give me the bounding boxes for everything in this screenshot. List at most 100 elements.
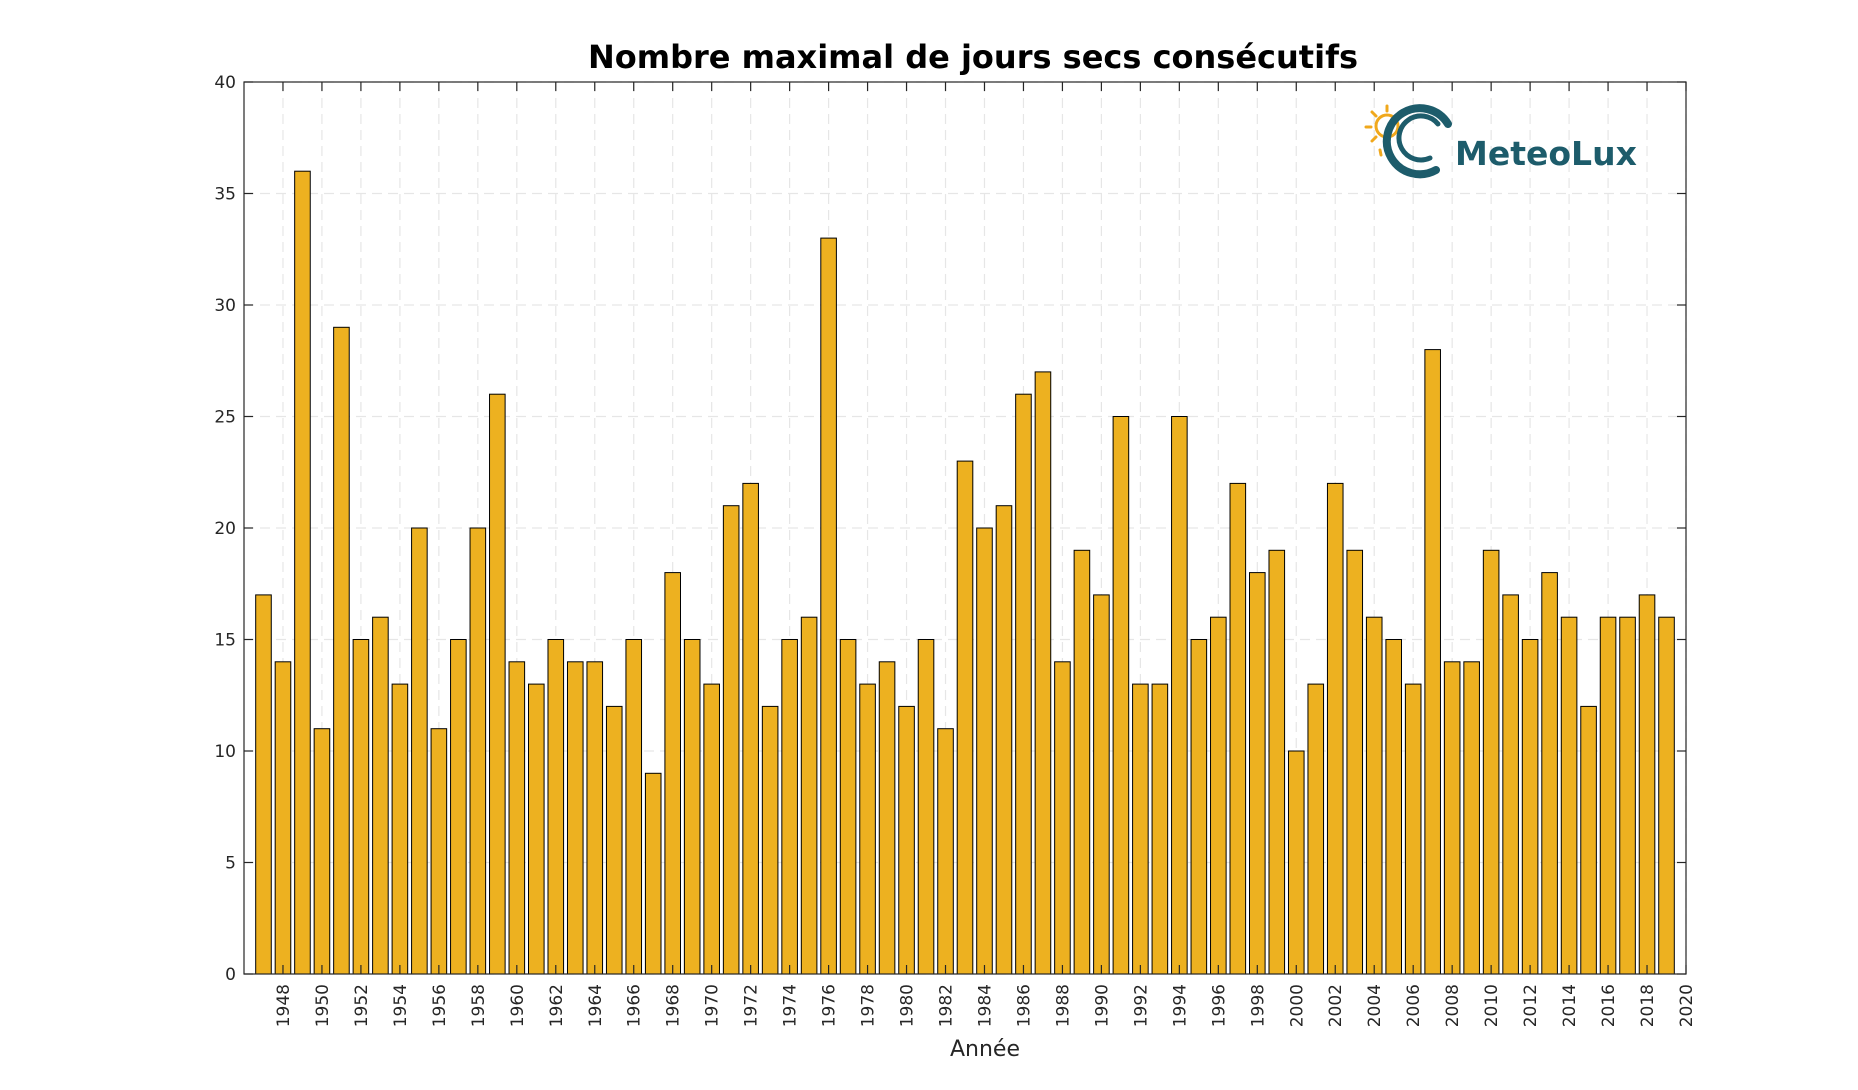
y-tick-label: 25 bbox=[214, 408, 236, 428]
bar-1990 bbox=[1093, 594, 1110, 975]
bar-1951 bbox=[333, 326, 350, 975]
bar-1973 bbox=[761, 705, 779, 975]
x-tick-label: 1948 bbox=[274, 984, 294, 1027]
x-tick-label: 2018 bbox=[1638, 984, 1658, 1027]
bar-1955 bbox=[411, 527, 428, 975]
bar-1948 bbox=[274, 661, 292, 975]
bars bbox=[255, 170, 1675, 975]
bar-1954 bbox=[391, 683, 409, 975]
x-tick-label: 1952 bbox=[352, 984, 372, 1027]
bar-1975 bbox=[800, 616, 818, 975]
bar-1960 bbox=[508, 661, 526, 975]
x-tick-label: 1994 bbox=[1170, 984, 1190, 1027]
bar-1952 bbox=[352, 639, 370, 975]
x-tick-label: 2012 bbox=[1521, 984, 1541, 1027]
x-tick-label: 2008 bbox=[1443, 984, 1463, 1027]
bar-1981 bbox=[917, 639, 935, 975]
bar-1980 bbox=[898, 705, 915, 975]
bar-1959 bbox=[489, 393, 506, 975]
bar-2018 bbox=[1638, 594, 1656, 975]
bar-1965 bbox=[605, 705, 623, 975]
x-tick-label: 1954 bbox=[391, 984, 411, 1027]
x-tick-label: 1992 bbox=[1131, 984, 1151, 1027]
bar-1999 bbox=[1268, 549, 1286, 975]
x-tick-label: 1996 bbox=[1209, 984, 1229, 1027]
bar-2019 bbox=[1658, 616, 1675, 975]
x-tick-label: 2004 bbox=[1365, 984, 1385, 1027]
x-tick-label: 2002 bbox=[1326, 984, 1346, 1027]
y-tick-label: 0 bbox=[225, 965, 236, 985]
bar-2014 bbox=[1560, 616, 1578, 975]
bar-2011 bbox=[1502, 594, 1519, 975]
x-tick-label: 1964 bbox=[586, 984, 606, 1027]
bar-1997 bbox=[1229, 482, 1247, 975]
bar-1977 bbox=[839, 639, 857, 975]
bar-2017 bbox=[1619, 616, 1636, 975]
bar-1993 bbox=[1151, 683, 1169, 975]
bar-1953 bbox=[372, 616, 389, 975]
y-tick-label: 5 bbox=[225, 854, 236, 874]
x-tick-label: 1980 bbox=[898, 984, 918, 1027]
bar-1967 bbox=[644, 772, 662, 975]
bar-1968 bbox=[664, 572, 681, 975]
x-tick-label: 1984 bbox=[975, 984, 995, 1027]
bar-1972 bbox=[742, 482, 759, 975]
x-tick-label: 1968 bbox=[664, 984, 684, 1027]
bar-1998 bbox=[1249, 572, 1266, 975]
bar-1987 bbox=[1034, 371, 1052, 975]
bar-1950 bbox=[313, 728, 331, 975]
bar-2015 bbox=[1580, 705, 1597, 975]
bar-1996 bbox=[1210, 616, 1227, 975]
bar-1949 bbox=[294, 170, 311, 975]
x-tick-label: 1978 bbox=[859, 984, 879, 1027]
x-tick-label: 1998 bbox=[1248, 984, 1268, 1027]
x-tick-label: 1972 bbox=[742, 984, 762, 1027]
meteolux-logo: MeteoLux bbox=[1364, 104, 1637, 179]
bar-2002 bbox=[1326, 482, 1344, 975]
bar-1986 bbox=[1015, 393, 1032, 975]
bar-1971 bbox=[722, 505, 740, 975]
bar-2012 bbox=[1521, 639, 1539, 975]
x-axis-ticks: 1948 1950 1952 1954 1956 1958 1960 1962 1964 1966… bbox=[274, 82, 1697, 1027]
bar-1958 bbox=[469, 527, 487, 975]
x-tick-label: 1960 bbox=[508, 984, 528, 1027]
bar-2005 bbox=[1385, 639, 1403, 975]
x-tick-label: 1988 bbox=[1053, 984, 1073, 1027]
x-tick-label: 2016 bbox=[1599, 984, 1619, 1027]
x-axis-label: Année bbox=[950, 1037, 1020, 1062]
bar-2016 bbox=[1599, 616, 1617, 975]
x-tick-label: 1986 bbox=[1014, 984, 1034, 1027]
bar-2003 bbox=[1346, 549, 1364, 975]
x-tick-label: 1982 bbox=[937, 984, 957, 1027]
bar-1961 bbox=[528, 683, 545, 975]
logo-text: MeteoLux bbox=[1455, 134, 1637, 173]
bar-1976 bbox=[820, 237, 837, 975]
bar-1957 bbox=[450, 639, 467, 975]
bar-1991 bbox=[1112, 416, 1130, 975]
swirl-icon bbox=[1382, 104, 1452, 179]
x-tick-label: 2000 bbox=[1287, 984, 1307, 1027]
x-tick-label: 2020 bbox=[1677, 984, 1697, 1027]
bar-1984 bbox=[976, 527, 993, 975]
x-tick-label: 2006 bbox=[1404, 984, 1424, 1027]
bar-1970 bbox=[703, 683, 720, 975]
bar-1989 bbox=[1073, 549, 1091, 975]
y-tick-label: 35 bbox=[214, 185, 236, 205]
bar-1947 bbox=[255, 594, 272, 975]
bar-1966 bbox=[625, 639, 643, 975]
x-tick-label: 2014 bbox=[1560, 984, 1580, 1027]
x-tick-label: 1974 bbox=[781, 984, 801, 1027]
y-tick-label: 15 bbox=[214, 631, 236, 651]
bar-1988 bbox=[1054, 661, 1071, 975]
bar-1964 bbox=[586, 661, 604, 975]
bar-1992 bbox=[1132, 683, 1149, 975]
bar-2006 bbox=[1404, 683, 1422, 975]
x-tick-label: 1956 bbox=[430, 984, 450, 1027]
bar-1979 bbox=[878, 661, 896, 975]
y-tick-label: 20 bbox=[214, 519, 236, 539]
bar-2000 bbox=[1287, 750, 1305, 975]
bar-1974 bbox=[781, 639, 798, 975]
bar-1994 bbox=[1171, 416, 1188, 975]
y-axis-ticks: 0 5 10 15 20 25 30 35 40 bbox=[214, 73, 1686, 985]
